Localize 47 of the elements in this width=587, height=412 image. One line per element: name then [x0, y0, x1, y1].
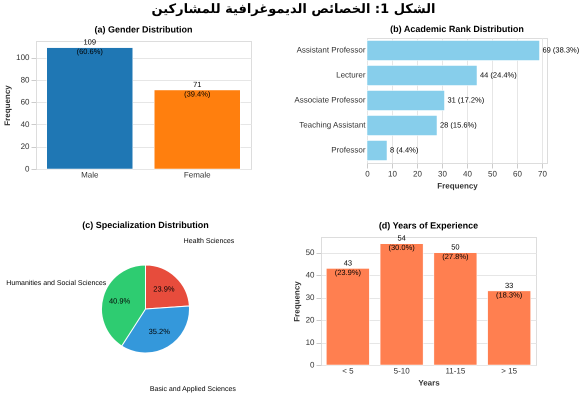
x-tick-label: 5-10	[394, 366, 410, 376]
bar	[366, 140, 388, 161]
y-tick-label: 50	[306, 248, 316, 258]
y-axis-title: Frequency	[3, 84, 12, 126]
y-axis-title: Frequency	[292, 280, 302, 322]
y-tick-label: 80	[20, 75, 30, 84]
x-tick-label: > 15	[501, 366, 518, 376]
y-tick-label: 10	[306, 338, 316, 348]
x-tick-label: 50	[488, 170, 498, 178]
bar	[380, 243, 424, 366]
bar	[326, 268, 370, 366]
y-tick-label: Professor	[331, 146, 366, 154]
x-tick-label: 10	[388, 170, 398, 178]
y-tick-label: 60	[20, 98, 30, 107]
x-tick-label: 11-15	[445, 366, 466, 376]
y-tick-label: 20	[306, 316, 316, 325]
y-tick-label: Assistant Professor	[296, 46, 366, 54]
y-tick-label: 100	[16, 53, 30, 62]
bar	[366, 115, 438, 136]
bar	[487, 290, 531, 366]
chart-title: (c) Specialization Distribution	[82, 220, 209, 230]
y-tick-label: 0	[310, 360, 316, 370]
x-tick-label: 20	[413, 170, 422, 178]
x-tick-label: 40	[463, 170, 472, 178]
chart-title: (d) Years of Experience	[378, 220, 478, 231]
y-tick-label: 30	[306, 293, 316, 302]
y-tick-label: 40	[306, 270, 316, 280]
y-tick-label: Associate Professor	[294, 96, 366, 104]
x-tick-label: 30	[438, 170, 448, 178]
text: الشكل 1: الخصائص الديموغرافية للمشاركين	[150, 2, 436, 17]
y-tick-label: Lecturer	[336, 70, 366, 80]
y-tick-label: Teaching Assistant	[299, 120, 366, 130]
bar	[366, 65, 478, 86]
y-tick-label: 40	[20, 120, 30, 129]
chart-title: (a) Gender Distribution	[94, 24, 193, 35]
x-tick-label: 60	[513, 170, 522, 178]
x-tick-label: < 5	[342, 366, 354, 376]
chart-title: (b) Academic Rank Distribution	[390, 24, 524, 34]
x-tick-label: Male	[81, 170, 99, 180]
x-tick-label: 70	[538, 170, 548, 178]
y-tick-label: 20	[20, 142, 30, 152]
bar	[366, 40, 540, 61]
x-tick-label: Female	[184, 170, 212, 180]
x-axis-title: Frequency	[437, 182, 478, 190]
bar	[434, 252, 478, 366]
bar	[366, 90, 445, 111]
x-axis-title: Years	[418, 378, 440, 388]
